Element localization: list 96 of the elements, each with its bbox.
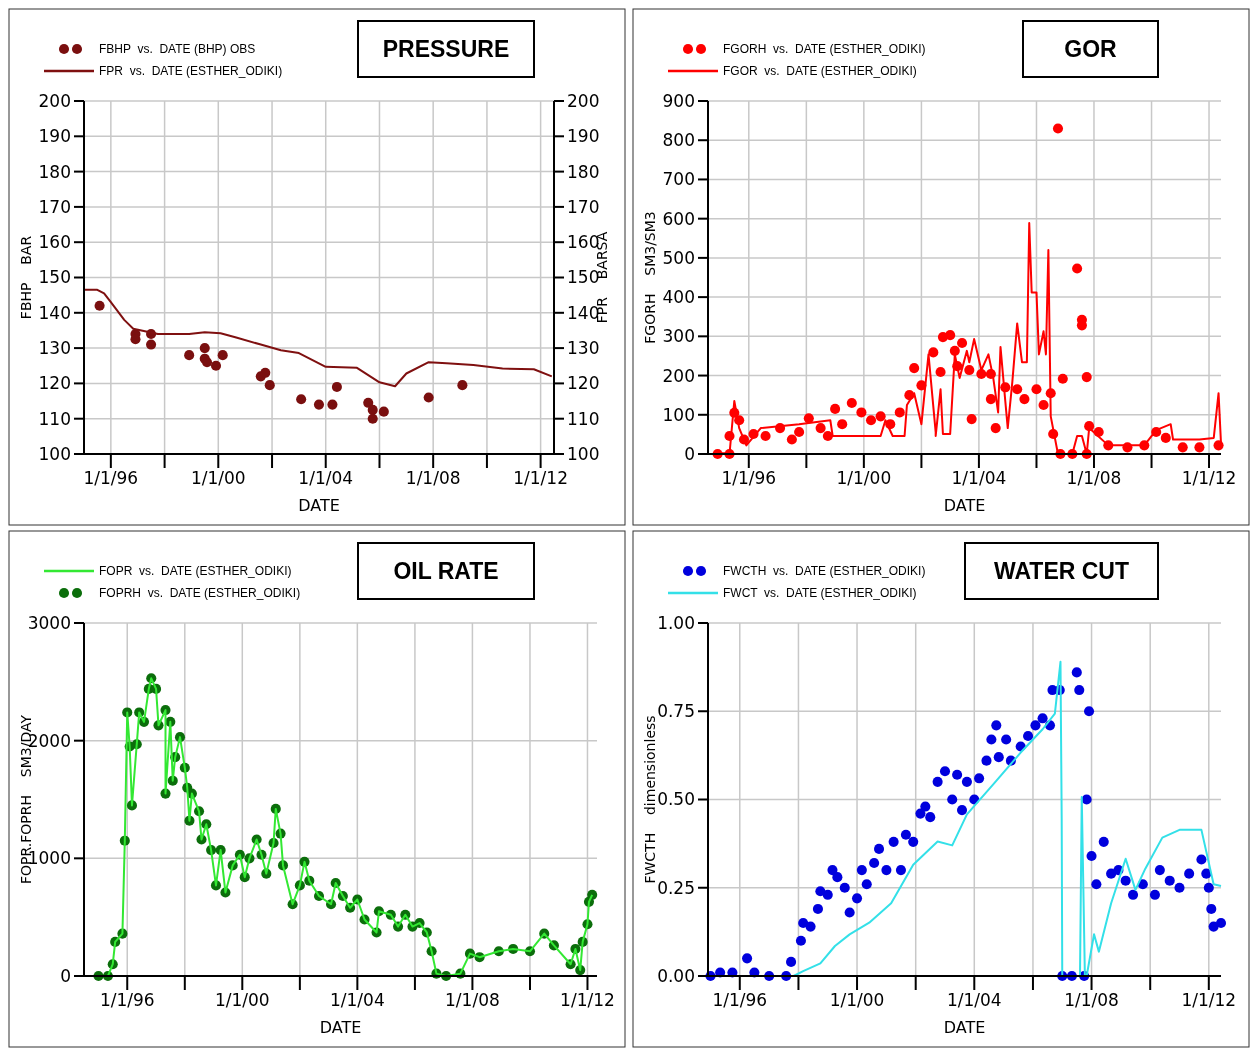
- y-tick-label: 0.00: [657, 965, 695, 986]
- y2-tick-label: 120: [567, 373, 600, 394]
- x-tick-label: 1/1/08: [405, 468, 461, 488]
- y-axis-title: FGORH SM3/SM3: [642, 211, 658, 344]
- point: [363, 397, 374, 408]
- legend-label: FOPRH vs. DATE (ESTHER_ODIKI): [99, 586, 301, 601]
- point: [313, 399, 325, 410]
- y2-tick-label: 190: [567, 126, 600, 147]
- point: [264, 380, 275, 391]
- point: [210, 360, 222, 371]
- x-axis-title: DATE: [319, 1018, 362, 1037]
- chart-title: PRESSURE: [382, 36, 510, 63]
- y-tick-label: 200: [662, 365, 695, 386]
- y-tick-label: 120: [38, 373, 71, 394]
- point: [331, 381, 342, 392]
- point: [201, 357, 213, 368]
- legend-label: FWCT vs. DATE (ESTHER_ODIKI): [723, 586, 917, 601]
- y-tick-label: 0.50: [657, 789, 695, 810]
- point: [296, 394, 307, 405]
- y2-tick-label: 100: [567, 443, 600, 464]
- x-tick-label: 1/1/04: [329, 990, 385, 1010]
- y-tick-label: 0.25: [657, 877, 695, 898]
- x-tick-label: 1/1/08: [1066, 468, 1122, 488]
- y-tick-label: 500: [662, 247, 695, 268]
- y-tick-label: 900: [662, 90, 695, 111]
- point: [327, 399, 338, 410]
- y-tick-label: 1.00: [657, 612, 695, 633]
- x-tick-label: 1/1/96: [99, 990, 155, 1010]
- x-axis-title: DATE: [943, 496, 986, 515]
- y2-tick-label: 200: [567, 90, 600, 111]
- x-tick-label: 1/1/08: [1064, 990, 1119, 1010]
- x-tick-label: 1/1/12: [513, 468, 568, 488]
- y2-tick-label: 170: [567, 196, 600, 217]
- point: [367, 413, 378, 424]
- chart-title: OIL RATE: [393, 558, 499, 585]
- y-tick-label: 400: [662, 287, 695, 308]
- y2-tick-label: 150: [567, 267, 600, 288]
- chart-title: WATER CUT: [993, 558, 1130, 585]
- point: [423, 392, 434, 403]
- y-tick-label: 160: [38, 232, 71, 253]
- x-tick-label: 1/1/00: [190, 468, 246, 488]
- point: [367, 404, 378, 415]
- y-tick-label: 100: [662, 404, 695, 425]
- legend-label: FGOR vs. DATE (ESTHER_ODIKI): [723, 64, 917, 79]
- x-tick-label: 1/1/08: [445, 990, 500, 1010]
- legend-label: FWCTH vs. DATE (ESTHER_ODIKI): [723, 564, 926, 579]
- y-tick-label: 150: [38, 267, 71, 288]
- y-tick-label: 0: [684, 443, 695, 464]
- y-tick-label: 140: [38, 302, 71, 323]
- y-tick-label: 180: [38, 161, 71, 182]
- y2-tick-label: 110: [567, 408, 600, 429]
- point: [217, 350, 228, 361]
- y-tick-label: 700: [662, 169, 695, 190]
- y-tick-label: 110: [38, 408, 71, 429]
- x-tick-label: 1/1/12: [1181, 990, 1237, 1010]
- x-axis-title: DATE: [298, 496, 340, 515]
- y-tick-label: 3000: [27, 612, 71, 633]
- x-tick-label: 1/1/96: [83, 468, 139, 488]
- legend-label: FOPR vs. DATE (ESTHER_ODIKI): [99, 564, 292, 579]
- x-tick-label: 1/1/04: [298, 468, 354, 488]
- x-tick-label: 1/1/96: [712, 990, 768, 1010]
- point: [457, 380, 468, 391]
- y-axis-title: FWCTH dimensionless: [642, 715, 658, 884]
- y2-tick-label: 130: [567, 338, 600, 359]
- legend-label: FBHP vs. DATE (BHP) OBS: [99, 42, 256, 57]
- x-tick-label: 1/1/96: [721, 468, 777, 488]
- point: [146, 339, 157, 350]
- y-tick-label: 300: [662, 326, 695, 347]
- point: [199, 343, 210, 354]
- x-axis-title: DATE: [943, 1018, 986, 1037]
- y-tick-label: 800: [662, 130, 695, 151]
- point: [260, 367, 271, 378]
- x-tick-label: 1/1/00: [214, 990, 270, 1010]
- y-tick-label: 600: [662, 208, 695, 229]
- legend-label: FGORH vs. DATE (ESTHER_ODIKI): [723, 42, 926, 57]
- x-tick-label: 1/1/04: [946, 990, 1002, 1010]
- y-tick-label: 0: [60, 965, 71, 986]
- line-series: [83, 288, 553, 388]
- y-tick-label: 190: [38, 126, 71, 147]
- point: [184, 350, 195, 361]
- legend-label: FPR vs. DATE (ESTHER_ODIKI): [99, 64, 283, 79]
- y2-tick-label: 180: [567, 161, 600, 182]
- x-tick-label: 1/1/04: [951, 468, 1007, 488]
- y-tick-label: 100: [38, 443, 71, 464]
- y-tick-label: 200: [38, 90, 71, 111]
- y-tick-label: 0.75: [657, 701, 695, 722]
- point: [94, 300, 105, 311]
- x-tick-label: 1/1/12: [1181, 468, 1237, 488]
- chart-title: GOR: [1064, 36, 1118, 63]
- point: [378, 406, 389, 417]
- x-tick-label: 1/1/00: [836, 468, 892, 488]
- y-axis-title: FBHP BAR: [18, 235, 34, 320]
- x-tick-label: 1/1/00: [829, 990, 885, 1010]
- y-tick-label: 130: [38, 338, 71, 359]
- y-tick-label: 170: [38, 196, 71, 217]
- x-tick-label: 1/1/12: [560, 990, 615, 1010]
